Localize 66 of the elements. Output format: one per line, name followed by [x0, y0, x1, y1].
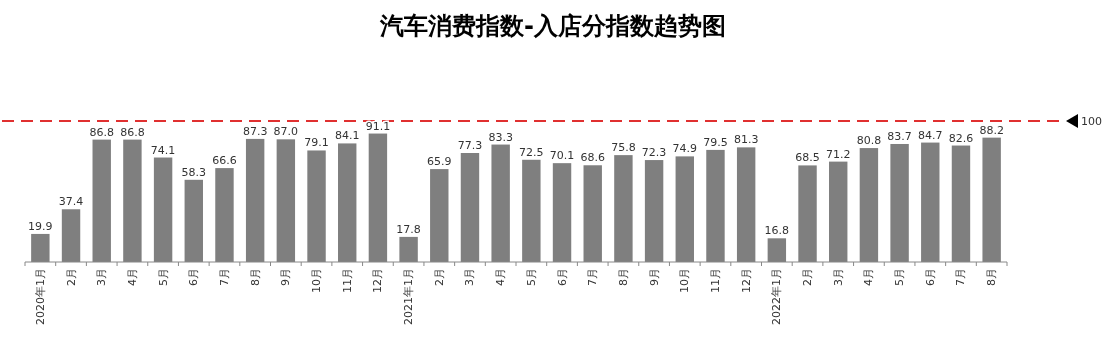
data-label: 88.2 [979, 123, 1004, 137]
data-label: 84.7 [918, 128, 943, 142]
data-label: 75.8 [611, 141, 636, 155]
x-tick-label: 2月 [801, 268, 815, 286]
ref-line-label: 100 [1081, 115, 1102, 128]
data-label: 86.8 [89, 125, 114, 139]
data-label: 87.0 [273, 125, 299, 139]
data-label: 58.3 [181, 165, 207, 179]
x-tick-label: 8月 [616, 268, 630, 286]
data-label: 74.9 [672, 142, 698, 156]
x-tick-label: 2021年1月 [402, 268, 416, 325]
data-label: 17.8 [396, 222, 421, 236]
x-tick-label: 6月 [923, 268, 937, 286]
x-tick-label: 3月 [463, 268, 477, 286]
data-label: 86.8 [120, 125, 145, 139]
x-tick-label: 11月 [340, 268, 354, 293]
data-label: 70.1 [549, 149, 575, 163]
data-label: 65.9 [427, 155, 452, 169]
data-label: 84.1 [334, 129, 360, 143]
data-label: 74.1 [150, 143, 176, 157]
data-label: 68.5 [795, 151, 820, 165]
data-label: 87.3 [242, 124, 268, 138]
x-tick-label: 5月 [156, 268, 170, 286]
x-tick-label: 4月 [494, 268, 508, 286]
x-tick-label: 6月 [187, 268, 201, 286]
x-tick-label: 8月 [985, 268, 999, 286]
x-tick-label: 7月 [217, 268, 231, 286]
x-tick-label: 8月 [248, 268, 262, 286]
x-tick-label: 10月 [310, 268, 324, 293]
data-label: 72.5 [519, 145, 544, 159]
chart-title: 汽车消费指数-入店分指数趋势图 [379, 12, 726, 40]
x-tick-label: 12月 [739, 268, 753, 293]
data-label: 91.1 [365, 119, 391, 133]
data-label: 66.6 [212, 154, 237, 168]
x-tick-label: 3月 [95, 268, 109, 286]
data-label: 79.5 [703, 135, 728, 149]
data-label: 80.8 [856, 134, 882, 148]
x-tick-label: 4月 [125, 268, 139, 286]
data-label: 71.2 [825, 147, 851, 161]
x-tick-label: 5月 [893, 268, 907, 286]
data-label: 77.3 [457, 139, 483, 153]
x-tick-label: 2月 [432, 268, 446, 286]
data-label: 83.7 [887, 129, 912, 143]
x-tick-label: 3月 [831, 268, 845, 286]
x-tick-label: 4月 [862, 268, 876, 286]
x-tick-label: 9月 [279, 268, 293, 286]
data-label: 79.1 [304, 136, 329, 150]
x-tick-label: 7月 [954, 268, 968, 286]
x-tick-label: 9月 [647, 268, 661, 286]
data-label: 37.4 [58, 195, 84, 209]
data-label: 83.3 [488, 130, 513, 144]
data-label: 68.6 [580, 151, 605, 165]
data-label: 81.3 [733, 133, 759, 147]
data-label: 16.8 [764, 224, 790, 238]
x-tick-label: 7月 [586, 268, 600, 286]
x-tick-label: 6月 [555, 268, 569, 286]
x-tick-label: 2022年1月 [770, 268, 784, 325]
data-label: 82.6 [948, 131, 974, 145]
data-label: 19.9 [28, 219, 53, 233]
x-tick-label: 12月 [371, 268, 385, 293]
data-label: 72.3 [641, 146, 667, 160]
x-tick-label: 2020年1月 [33, 268, 47, 325]
x-tick-label: 11月 [708, 268, 722, 293]
x-tick-label: 2月 [64, 268, 78, 286]
x-tick-label: 5月 [524, 268, 538, 286]
x-tick-label: 10月 [678, 268, 692, 293]
